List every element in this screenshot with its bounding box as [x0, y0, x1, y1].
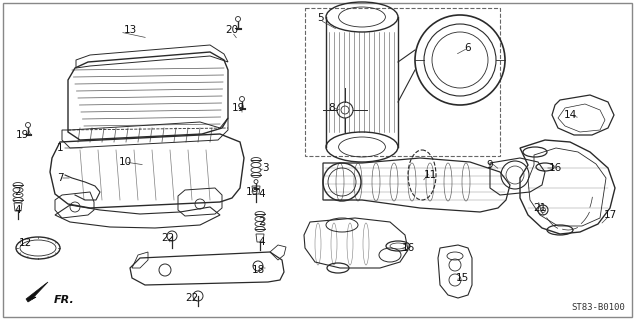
Text: 20: 20	[225, 25, 239, 35]
Text: 8: 8	[329, 103, 335, 113]
Text: 4: 4	[15, 205, 22, 215]
Text: 14: 14	[563, 110, 577, 120]
Polygon shape	[26, 282, 48, 302]
Text: 10: 10	[119, 157, 131, 167]
Text: 11: 11	[424, 170, 437, 180]
Text: 4: 4	[258, 237, 265, 247]
Text: 2: 2	[15, 187, 22, 197]
Text: 5: 5	[317, 13, 323, 23]
Text: 12: 12	[18, 238, 32, 248]
Text: 1: 1	[57, 143, 64, 153]
Text: 19: 19	[231, 103, 244, 113]
Text: 18: 18	[251, 265, 265, 275]
Text: 22: 22	[161, 233, 175, 243]
Text: FR.: FR.	[54, 295, 75, 305]
Bar	[305, 8, 500, 156]
Text: 6: 6	[465, 43, 471, 53]
Text: 15: 15	[455, 273, 469, 283]
Text: 19: 19	[245, 187, 258, 197]
Text: 4: 4	[258, 189, 265, 199]
Text: 21: 21	[533, 203, 547, 213]
Text: 13: 13	[123, 25, 137, 35]
Text: 9: 9	[486, 160, 493, 170]
Text: 2: 2	[258, 217, 265, 227]
Text: 3: 3	[262, 163, 269, 173]
Text: 16: 16	[401, 243, 415, 253]
Text: 17: 17	[603, 210, 617, 220]
Text: 19: 19	[15, 130, 29, 140]
Text: 16: 16	[549, 163, 561, 173]
Text: 7: 7	[57, 173, 64, 183]
Text: ST83-B0100: ST83-B0100	[572, 303, 625, 312]
Text: 22: 22	[185, 293, 199, 303]
